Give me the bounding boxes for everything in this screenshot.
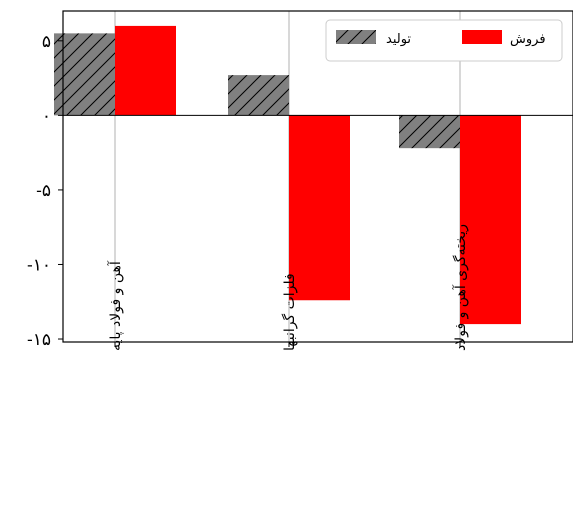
- y-axis: ۵ ۰ -۵ -۱۰ -۱۵: [27, 32, 63, 350]
- y-tick-label-3: -۱۰: [27, 255, 51, 275]
- y-tick-label-2: -۵: [36, 181, 51, 201]
- bar-sales-0: [115, 25, 176, 116]
- x-tick-label-0: آهن و فولاد پایه: [107, 260, 124, 351]
- y-tick-label-1: ۰: [42, 106, 51, 126]
- x-tick-label-1: فلزات گرانبها: [281, 273, 298, 351]
- plot-frame: [62, 10, 573, 343]
- x-tick-label-2: ریخته‌گری آهن و فولاد: [452, 224, 469, 351]
- bar-sales-2: [460, 115, 521, 325]
- y-tick-label-4: -۱۵: [27, 330, 51, 350]
- y-tick-label-0: ۵: [42, 32, 51, 52]
- bar-sales-1: [289, 115, 350, 301]
- bar-production-1: [228, 75, 289, 116]
- legend-swatch-sales: [462, 30, 502, 44]
- bar-production-2: [399, 115, 460, 149]
- legend-label-production: تولید: [386, 32, 411, 47]
- bar-production-0: [54, 33, 115, 116]
- legend-box: [325, 19, 563, 62]
- x-axis: آهن و فولاد پایه فلزات گرانبها ریخته‌گری آ…: [107, 224, 469, 351]
- legend-label-sales: فروش: [510, 32, 546, 47]
- legend-swatch-production: [336, 30, 376, 44]
- legend: تولید فروش: [325, 19, 563, 62]
- bars: [54, 25, 521, 325]
